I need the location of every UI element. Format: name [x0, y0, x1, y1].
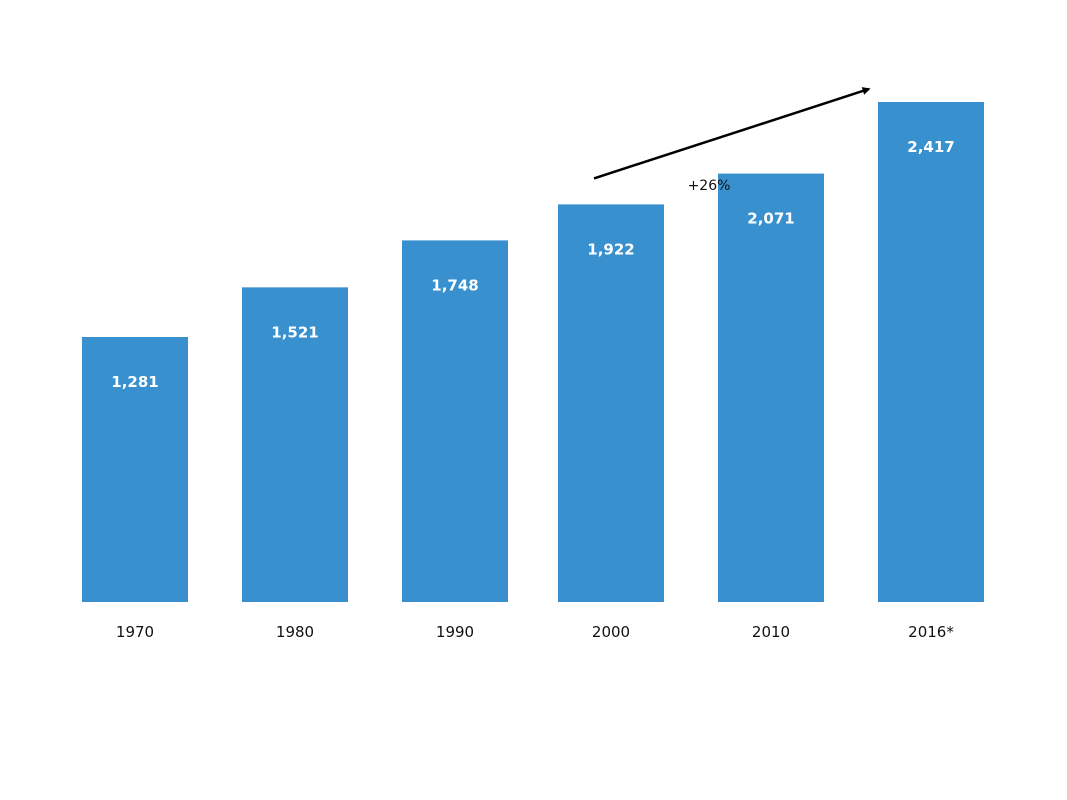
bar-value-label: 1,521	[271, 323, 318, 341]
bar-value-label: 2,417	[907, 138, 954, 156]
category-label: 1970	[116, 623, 154, 641]
category-label: 2016*	[908, 623, 954, 641]
bar-value-label: 2,071	[747, 210, 794, 228]
annotation-label: +26%	[688, 178, 731, 194]
bar-value-label: 1,281	[111, 373, 158, 391]
annotation-group: +26%	[593, 87, 871, 194]
bar-2010	[718, 173, 824, 602]
trend-arrow	[593, 87, 871, 180]
bar-value-label: 1,922	[587, 240, 634, 258]
bar-value-label: 1,748	[431, 276, 478, 294]
bars-group: 1,281 1970 1,521 1980 1,748 1990 1,922 2000 2,07…	[82, 101, 984, 641]
category-label: 1980	[276, 623, 314, 641]
bar-1970	[82, 336, 188, 602]
category-label: 1990	[436, 623, 474, 641]
bar-1990	[402, 240, 508, 602]
bar-2016	[878, 101, 984, 602]
category-label: 2010	[752, 623, 790, 641]
bar-1980	[242, 287, 348, 602]
bar-2000	[558, 204, 664, 602]
category-label: 2000	[592, 623, 630, 641]
